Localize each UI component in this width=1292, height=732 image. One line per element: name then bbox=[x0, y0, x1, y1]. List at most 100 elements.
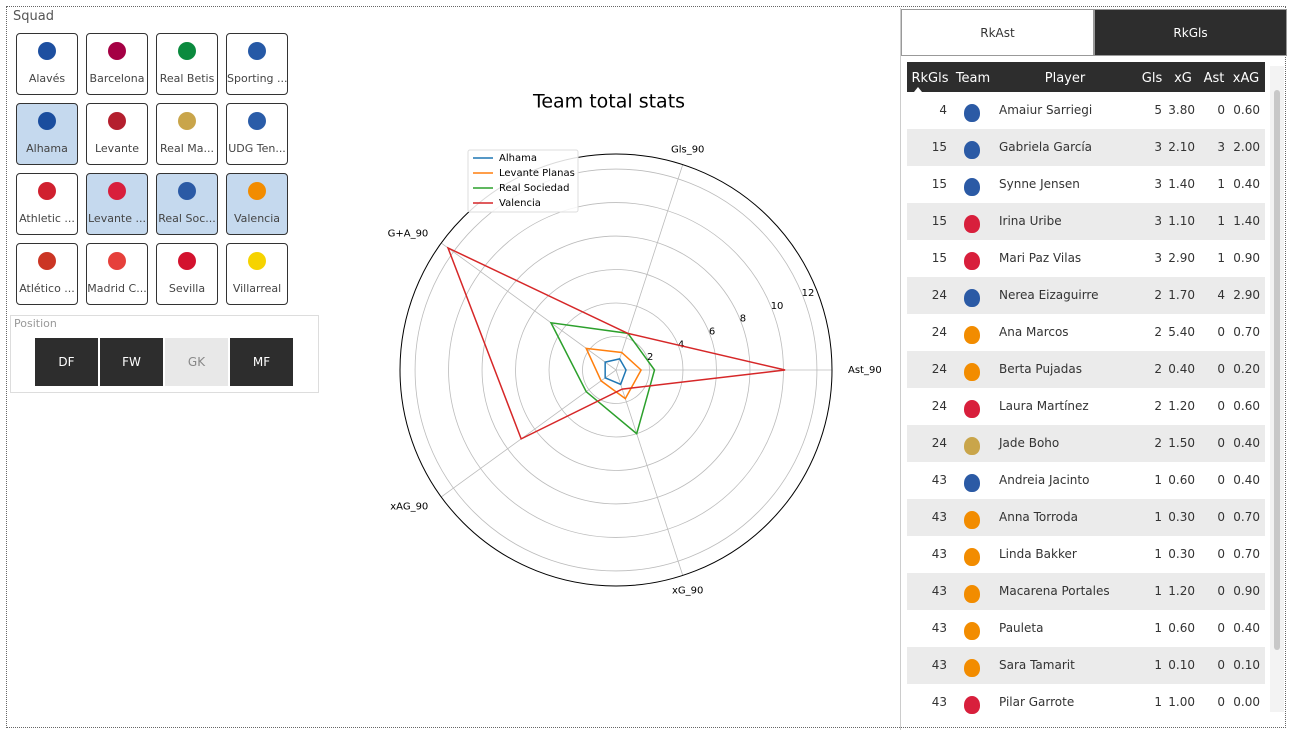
team-tile[interactable]: Real Soc... bbox=[156, 173, 218, 235]
column-header[interactable]: xG bbox=[1174, 71, 1192, 86]
position-title: Position bbox=[14, 317, 57, 330]
team-tile[interactable]: Madrid C... bbox=[86, 243, 148, 305]
table-cell: 3 bbox=[1154, 251, 1162, 265]
team-label: Levante ... bbox=[88, 212, 146, 225]
team-label: Atlético ... bbox=[19, 282, 75, 295]
team-label: Real Ma... bbox=[160, 142, 214, 155]
table-cell: 2 bbox=[1154, 362, 1162, 376]
table-cell: 1 bbox=[1154, 547, 1162, 561]
r-tick-label: 2 bbox=[647, 352, 653, 363]
table-cell: 2.00 bbox=[1233, 140, 1260, 154]
team-label: Villarreal bbox=[232, 282, 282, 295]
grid-circle bbox=[481, 235, 751, 505]
table-cell: 0 bbox=[1217, 399, 1225, 413]
table-cell: 3 bbox=[1154, 140, 1162, 154]
radar-chart: Team total stats Ast_90 Gls_90 G+A_90 xAG_90… bbox=[388, 91, 882, 597]
r-tick-label: 4 bbox=[678, 339, 684, 350]
column-header[interactable]: Ast bbox=[1203, 71, 1225, 86]
tab[interactable]: RkGls bbox=[1094, 9, 1287, 56]
table-cell: Sara Tamarit bbox=[999, 658, 1075, 672]
column-header[interactable]: Gls bbox=[1141, 71, 1163, 86]
team-tile[interactable]: Valencia bbox=[226, 173, 288, 235]
grid-circle bbox=[582, 336, 650, 404]
table-cell: 0.60 bbox=[1233, 399, 1260, 413]
table-cell: Gabriela García bbox=[999, 140, 1093, 154]
team-logo bbox=[248, 112, 266, 130]
team-logo bbox=[108, 112, 126, 130]
grid-circle bbox=[515, 269, 717, 471]
team-tile[interactable]: Sporting ... bbox=[226, 33, 288, 95]
team-logo bbox=[964, 215, 980, 233]
table-cell: 1 bbox=[1154, 473, 1162, 487]
position-button[interactable]: GK bbox=[165, 338, 228, 386]
table-cell: 5 bbox=[1154, 103, 1162, 117]
table-cell: 43 bbox=[931, 584, 947, 598]
table-cell: 0.40 bbox=[1233, 473, 1260, 487]
table-cell: 24 bbox=[931, 288, 947, 302]
table-cell: 0.30 bbox=[1168, 510, 1195, 524]
team-label: Real Soc... bbox=[158, 212, 216, 225]
table-cell: 1 bbox=[1154, 510, 1162, 524]
table-cell: Berta Pujadas bbox=[999, 362, 1082, 376]
column-header[interactable]: Team bbox=[955, 71, 991, 86]
table-cell: Synne Jensen bbox=[999, 177, 1080, 191]
team-label: Alhama bbox=[26, 142, 68, 155]
column-header[interactable]: xAG bbox=[1232, 71, 1260, 86]
team-logo bbox=[38, 42, 56, 60]
position-button[interactable]: FW bbox=[100, 338, 163, 386]
table-cell: 2 bbox=[1154, 436, 1162, 450]
position-panel bbox=[10, 315, 319, 393]
spoke bbox=[441, 369, 617, 498]
table-cell: 24 bbox=[931, 436, 947, 450]
right-panel bbox=[900, 8, 1289, 730]
team-tile[interactable]: Alavés bbox=[16, 33, 78, 95]
team-label: Barcelona bbox=[89, 72, 145, 85]
team-label: Real Betis bbox=[159, 72, 215, 85]
axis-label: xAG_90 bbox=[390, 501, 428, 512]
team-logo bbox=[964, 289, 980, 307]
team-tile[interactable]: UDG Ten... bbox=[226, 103, 288, 165]
team-tile[interactable]: Levante ... bbox=[86, 173, 148, 235]
table-cell: Jade Boho bbox=[999, 436, 1060, 450]
table-cell: Laura Martínez bbox=[999, 399, 1089, 413]
team-tile[interactable]: Atlético ... bbox=[16, 243, 78, 305]
team-logo bbox=[964, 178, 980, 196]
table-cell: 3 bbox=[1154, 177, 1162, 191]
table-cell: 0.60 bbox=[1233, 103, 1260, 117]
table-cell: 15 bbox=[931, 214, 947, 228]
scroll-thumb[interactable] bbox=[1274, 90, 1280, 650]
position-button[interactable]: DF bbox=[35, 338, 98, 386]
r-tick-label: 6 bbox=[709, 327, 715, 338]
team-tile[interactable]: Athletic ... bbox=[16, 173, 78, 235]
column-header[interactable]: Player bbox=[1044, 71, 1086, 86]
team-label: Athletic ... bbox=[19, 212, 75, 225]
position-button[interactable]: MF bbox=[230, 338, 293, 386]
tab[interactable]: RkAst bbox=[901, 9, 1094, 56]
table-cell: 0.40 bbox=[1233, 436, 1260, 450]
spoke bbox=[441, 242, 617, 371]
team-tile[interactable]: Villarreal bbox=[226, 243, 288, 305]
team-tile[interactable]: Real Ma... bbox=[156, 103, 218, 165]
team-tile[interactable]: Sevilla bbox=[156, 243, 218, 305]
legend-label: Valencia bbox=[499, 198, 541, 209]
team-tile[interactable]: Alhama bbox=[16, 103, 78, 165]
table-cell: Anna Torroda bbox=[999, 510, 1078, 524]
table-cell: 1 bbox=[1217, 251, 1225, 265]
table-cell: 0 bbox=[1217, 584, 1225, 598]
table-cell: 1 bbox=[1154, 584, 1162, 598]
grid-circle bbox=[414, 168, 818, 572]
table-cell: Nerea Eizaguirre bbox=[999, 288, 1099, 302]
team-tile[interactable]: Barcelona bbox=[86, 33, 148, 95]
table-cell: 2 bbox=[1154, 325, 1162, 339]
team-tile[interactable]: Real Betis bbox=[156, 33, 218, 95]
axis-label: Gls_90 bbox=[671, 144, 704, 155]
team-logo bbox=[964, 437, 980, 455]
legend-label: Real Sociedad bbox=[499, 183, 569, 194]
team-label: Levante bbox=[94, 142, 139, 155]
team-logo bbox=[964, 696, 980, 714]
team-logo bbox=[108, 182, 126, 200]
team-tile[interactable]: Levante bbox=[86, 103, 148, 165]
column-header[interactable]: RkGls bbox=[911, 71, 949, 86]
table-cell: 2 bbox=[1154, 399, 1162, 413]
